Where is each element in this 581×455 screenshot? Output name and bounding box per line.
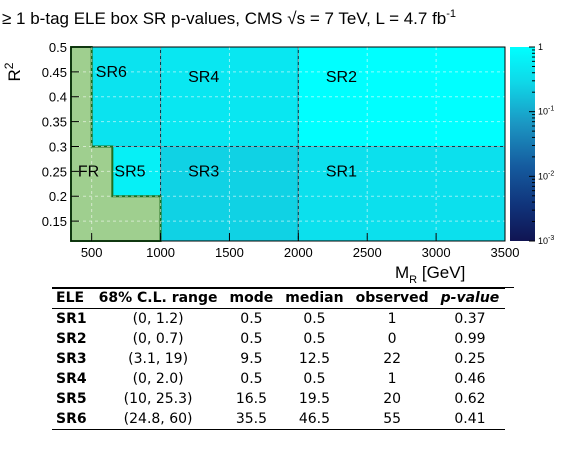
y-tick-label: 0.4 <box>49 90 67 105</box>
table-row: SR5 (10, 25.3) 16.5 19.5 20 0.62 <box>52 389 505 409</box>
col-header-observed: observed <box>349 288 435 309</box>
col-header-mode: mode <box>223 288 280 309</box>
x-tick-label: 500 <box>81 245 103 260</box>
cell-observed: 1 <box>387 371 397 387</box>
y-tick-label: 0.35 <box>42 115 67 130</box>
table-row: SR4 (0, 2.0) 0.5 0.5 1 0.46 <box>52 369 505 389</box>
title-sqrt-sign: √ <box>287 9 297 28</box>
labels-layer: SR6 SR4 SR2 SR5 SR3 SR1 FR <box>78 64 357 180</box>
region-label-sr4: SR4 <box>188 69 219 86</box>
cell-observed: 55 <box>349 409 435 430</box>
title-mid: = 7 TeV, L = 4.7 fb <box>305 9 446 28</box>
region-label-fr: FR <box>78 163 99 180</box>
y-tick-label: 0.25 <box>42 164 67 179</box>
x-tick-label: 3000 <box>422 245 451 260</box>
y-tick-label: 0.45 <box>42 65 67 80</box>
cell-pvalue: 0.25 <box>454 351 486 367</box>
region-label-sr1: SR1 <box>326 163 357 180</box>
x-tick-label: 3500 <box>491 245 520 260</box>
cell-pvalue: 0.37 <box>454 311 486 327</box>
cell-mode: 16.5 <box>235 391 267 407</box>
cell-observed: 22 <box>383 351 402 367</box>
row-name: SR4 <box>56 371 87 387</box>
colorbar-tick-label: 10-1 <box>538 106 554 117</box>
y-tick-label: 0.5 <box>49 40 67 55</box>
cell-mode: 9.5 <box>240 351 263 367</box>
table-row: SR2 (0, 0.7) 0.5 0.5 0 0.99 <box>52 329 505 349</box>
cell-range: (3.1, 19) <box>128 351 189 367</box>
col-header-range: 68% C.L. range <box>92 288 224 309</box>
row-name: SR2 <box>56 331 87 347</box>
cell-pvalue: 0.41 <box>434 409 506 430</box>
cell-mode: 0.5 <box>240 371 263 387</box>
x-tick-label: 1500 <box>215 245 244 260</box>
row-name: SR6 <box>52 409 93 430</box>
cell-median: 0.5 <box>303 371 326 387</box>
cell-pvalue: 0.62 <box>454 391 486 407</box>
table-row: SR1 (0, 1.2) 0.5 0.5 1 0.37 <box>52 309 505 330</box>
title-prefix: ≥ 1 b-tag ELE box SR p-values, CMS <box>2 9 283 28</box>
title-sqrt-arg: s <box>297 9 306 28</box>
cell-observed: 1 <box>387 311 397 327</box>
cell-range: (10, 25.3) <box>123 391 193 407</box>
cell-range: (24.8, 60) <box>92 409 224 430</box>
colorbar-ticks: 1 10-1 10-2 10-3 <box>529 42 554 246</box>
colorbar-tick-label: 10-2 <box>538 170 554 181</box>
x-tick-label: 2000 <box>284 245 313 260</box>
y-tick-label: 0.15 <box>42 214 67 229</box>
row-name: SR1 <box>56 311 87 327</box>
cell-median: 19.5 <box>298 391 331 407</box>
region-label-sr3: SR3 <box>188 163 219 180</box>
title-sup: -1 <box>446 8 456 20</box>
colorbar-tick-label: 1 <box>538 42 543 52</box>
cell-mode: 0.5 <box>240 331 263 347</box>
table-top-rule <box>52 287 514 288</box>
region-label-sr6: SR6 <box>96 64 127 81</box>
col-header-ele: ELE <box>52 288 93 309</box>
y-axis-label: R2 <box>2 62 24 81</box>
region-label-sr5: SR5 <box>114 163 145 180</box>
colorbar <box>510 47 535 241</box>
col-header-median: median <box>279 288 350 309</box>
cell-pvalue: 0.99 <box>454 331 486 347</box>
cell-observed: 0 <box>387 331 397 347</box>
colorbar-tick-label: 10-3 <box>538 235 554 246</box>
row-name: SR3 <box>56 351 87 367</box>
row-name: SR5 <box>56 391 87 407</box>
cell-range: (0, 0.7) <box>132 331 184 347</box>
results-table: ELE 68% C.L. range mode median observed … <box>52 288 506 430</box>
table-row: SR3 (3.1, 19) 9.5 12.5 22 0.25 <box>52 349 505 369</box>
region-label-sr2: SR2 <box>326 69 357 86</box>
cell-mode: 0.5 <box>240 311 263 327</box>
cell-median: 46.5 <box>279 409 350 430</box>
cell-range: (0, 2.0) <box>132 371 184 387</box>
axes-layer: 500 1000 1500 2000 2500 3000 3500 0.15 0.2 0.25 0.… <box>42 40 520 260</box>
y-tick-label: 0.2 <box>49 189 67 204</box>
cell-median: 0.5 <box>303 311 326 327</box>
table-row: SR6 (24.8, 60) 35.5 46.5 55 0.41 <box>52 409 506 430</box>
grid-layer <box>71 47 505 241</box>
cell-mode: 35.5 <box>223 409 280 430</box>
x-axis-label: MR [GeV] <box>395 263 465 286</box>
cell-median: 12.5 <box>298 351 331 367</box>
x-tick-label: 1000 <box>146 245 175 260</box>
table-header-row: ELE 68% C.L. range mode median observed … <box>52 288 506 309</box>
plot-frame <box>70 46 506 242</box>
cell-median: 0.5 <box>303 331 326 347</box>
cell-observed: 20 <box>383 391 402 407</box>
cell-range: (0, 1.2) <box>132 311 184 327</box>
y-tick-label: 0.3 <box>49 139 67 154</box>
chart-title: ≥ 1 b-tag ELE box SR p-values, CMS √s = … <box>2 8 456 28</box>
cell-pvalue: 0.46 <box>454 371 486 387</box>
region-sr1 <box>297 145 506 242</box>
x-tick-label: 2500 <box>353 245 382 260</box>
col-header-pvalue: p-value <box>434 288 506 309</box>
pvalue-heatmap: ≥ 1 b-tag ELE box SR p-values, CMS √s = … <box>2 8 554 286</box>
